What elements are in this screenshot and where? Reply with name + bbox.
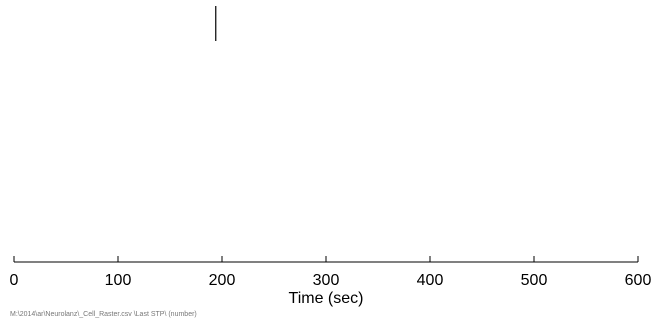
x-axis-label: Time (sec) [289, 290, 364, 307]
x-tick-label-600: 600 [625, 272, 652, 289]
x-tick-label-400: 400 [417, 272, 444, 289]
x-tick-label-200: 200 [209, 272, 236, 289]
x-tick-label-100: 100 [105, 272, 132, 289]
x-tick-label-500: 500 [521, 272, 548, 289]
x-tick-label-0: 0 [10, 272, 19, 289]
x-tick-label-300: 300 [313, 272, 340, 289]
footer-note: M:\2014\ar\Neurolanz\_Cell_Raster.csv \L… [10, 311, 197, 318]
x-axis: 0 100 200 300 400 500 600 [10, 256, 652, 289]
